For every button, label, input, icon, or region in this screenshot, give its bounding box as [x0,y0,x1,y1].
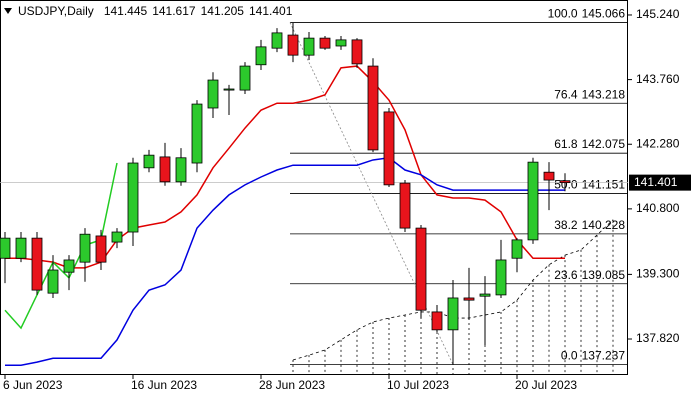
candle-body [175,157,187,183]
fib-ratio: 0.0 [561,349,578,363]
y-tick-label: 139.300 [636,267,680,281]
fib-label: 0.0 137.237 [561,349,625,363]
candle-body [431,311,443,331]
candle-body [0,237,11,259]
indicator-line [5,156,565,366]
candle-body [351,39,363,65]
candle-body [335,39,347,47]
x-tick-label: 20 Jul 2023 [515,378,577,392]
header-value: 141.617 [152,4,196,18]
candle-body [415,227,427,311]
candle-body [463,297,475,301]
candle-body [79,233,91,263]
fib-label: 100.0 145.066 [548,7,626,21]
x-tick-label: 6 Jun 2023 [3,378,63,392]
header-value: 141.401 [249,4,293,18]
y-tick-label: 143.760 [636,72,680,86]
candle-body [559,180,571,184]
fib-label: 23.6 139.085 [554,268,625,282]
plot-frame [0,0,628,375]
price-box [629,174,691,191]
candle-body [63,259,75,273]
fib-label: 38.2 140.228 [554,218,625,232]
candle-body [543,171,555,181]
price-label: 141.401 [634,175,678,189]
candle-body [31,237,43,291]
indicator-line [5,65,565,269]
candle-body [367,65,379,151]
chart-header: USDJPY,Daily 141.445 141.617 141.205 141.401 [18,4,293,18]
header-value: 141.445 [104,4,148,18]
candle-body [287,34,299,56]
candle-body [399,182,411,229]
candle-body [143,154,155,169]
fib-ratio: 38.2 [554,218,578,232]
fib-ratio: 23.6 [554,268,578,282]
candle-body [495,259,507,296]
candle-body [47,269,59,294]
fib-label: 61.8 142.075 [554,137,625,151]
fib-ratio: 100.0 [548,7,578,21]
candle-body [15,237,27,259]
candle-body [191,103,203,164]
y-tick-label: 145.240 [636,7,680,21]
candle-body [303,37,315,56]
candle-body [271,32,283,49]
candle-body [447,297,459,331]
candle-body [95,235,107,263]
y-tick-label: 142.280 [636,136,680,150]
fib-label: 76.4 143.218 [554,87,625,101]
candle-body [127,162,139,233]
fib-ratio: 76.4 [554,87,578,101]
x-tick-label: 10 Jul 2023 [387,378,449,392]
candle-body [511,239,523,259]
x-tick-label: 28 Jun 2023 [259,378,325,392]
candle-body [255,46,267,66]
fib-trend [289,22,454,365]
candle-body [239,65,251,91]
candle-body [159,156,171,183]
fib-price: 140.228 [582,218,626,232]
candle-body [207,79,219,109]
fib-price: 143.218 [582,87,626,101]
fib-price: 141.151 [582,178,626,192]
candle-body [319,37,331,49]
candle-body [223,88,235,91]
y-tick-label: 137.820 [636,331,680,345]
fib-price: 139.085 [582,268,626,282]
candle-body [111,231,123,243]
header-value: 141.205 [201,4,245,18]
candle-body [527,161,539,241]
fib-price: 142.075 [582,137,626,151]
fib-price: 145.066 [582,7,626,21]
fib-ratio: 61.8 [554,137,578,151]
chart-title: USDJPY,Daily [18,4,94,18]
fib-price: 137.237 [582,349,626,363]
candle-body [383,111,395,186]
x-tick-label: 16 Jun 2023 [131,378,197,392]
candle-body [479,293,491,297]
y-tick-label: 140.800 [636,201,680,215]
menu-triangle [4,8,12,14]
